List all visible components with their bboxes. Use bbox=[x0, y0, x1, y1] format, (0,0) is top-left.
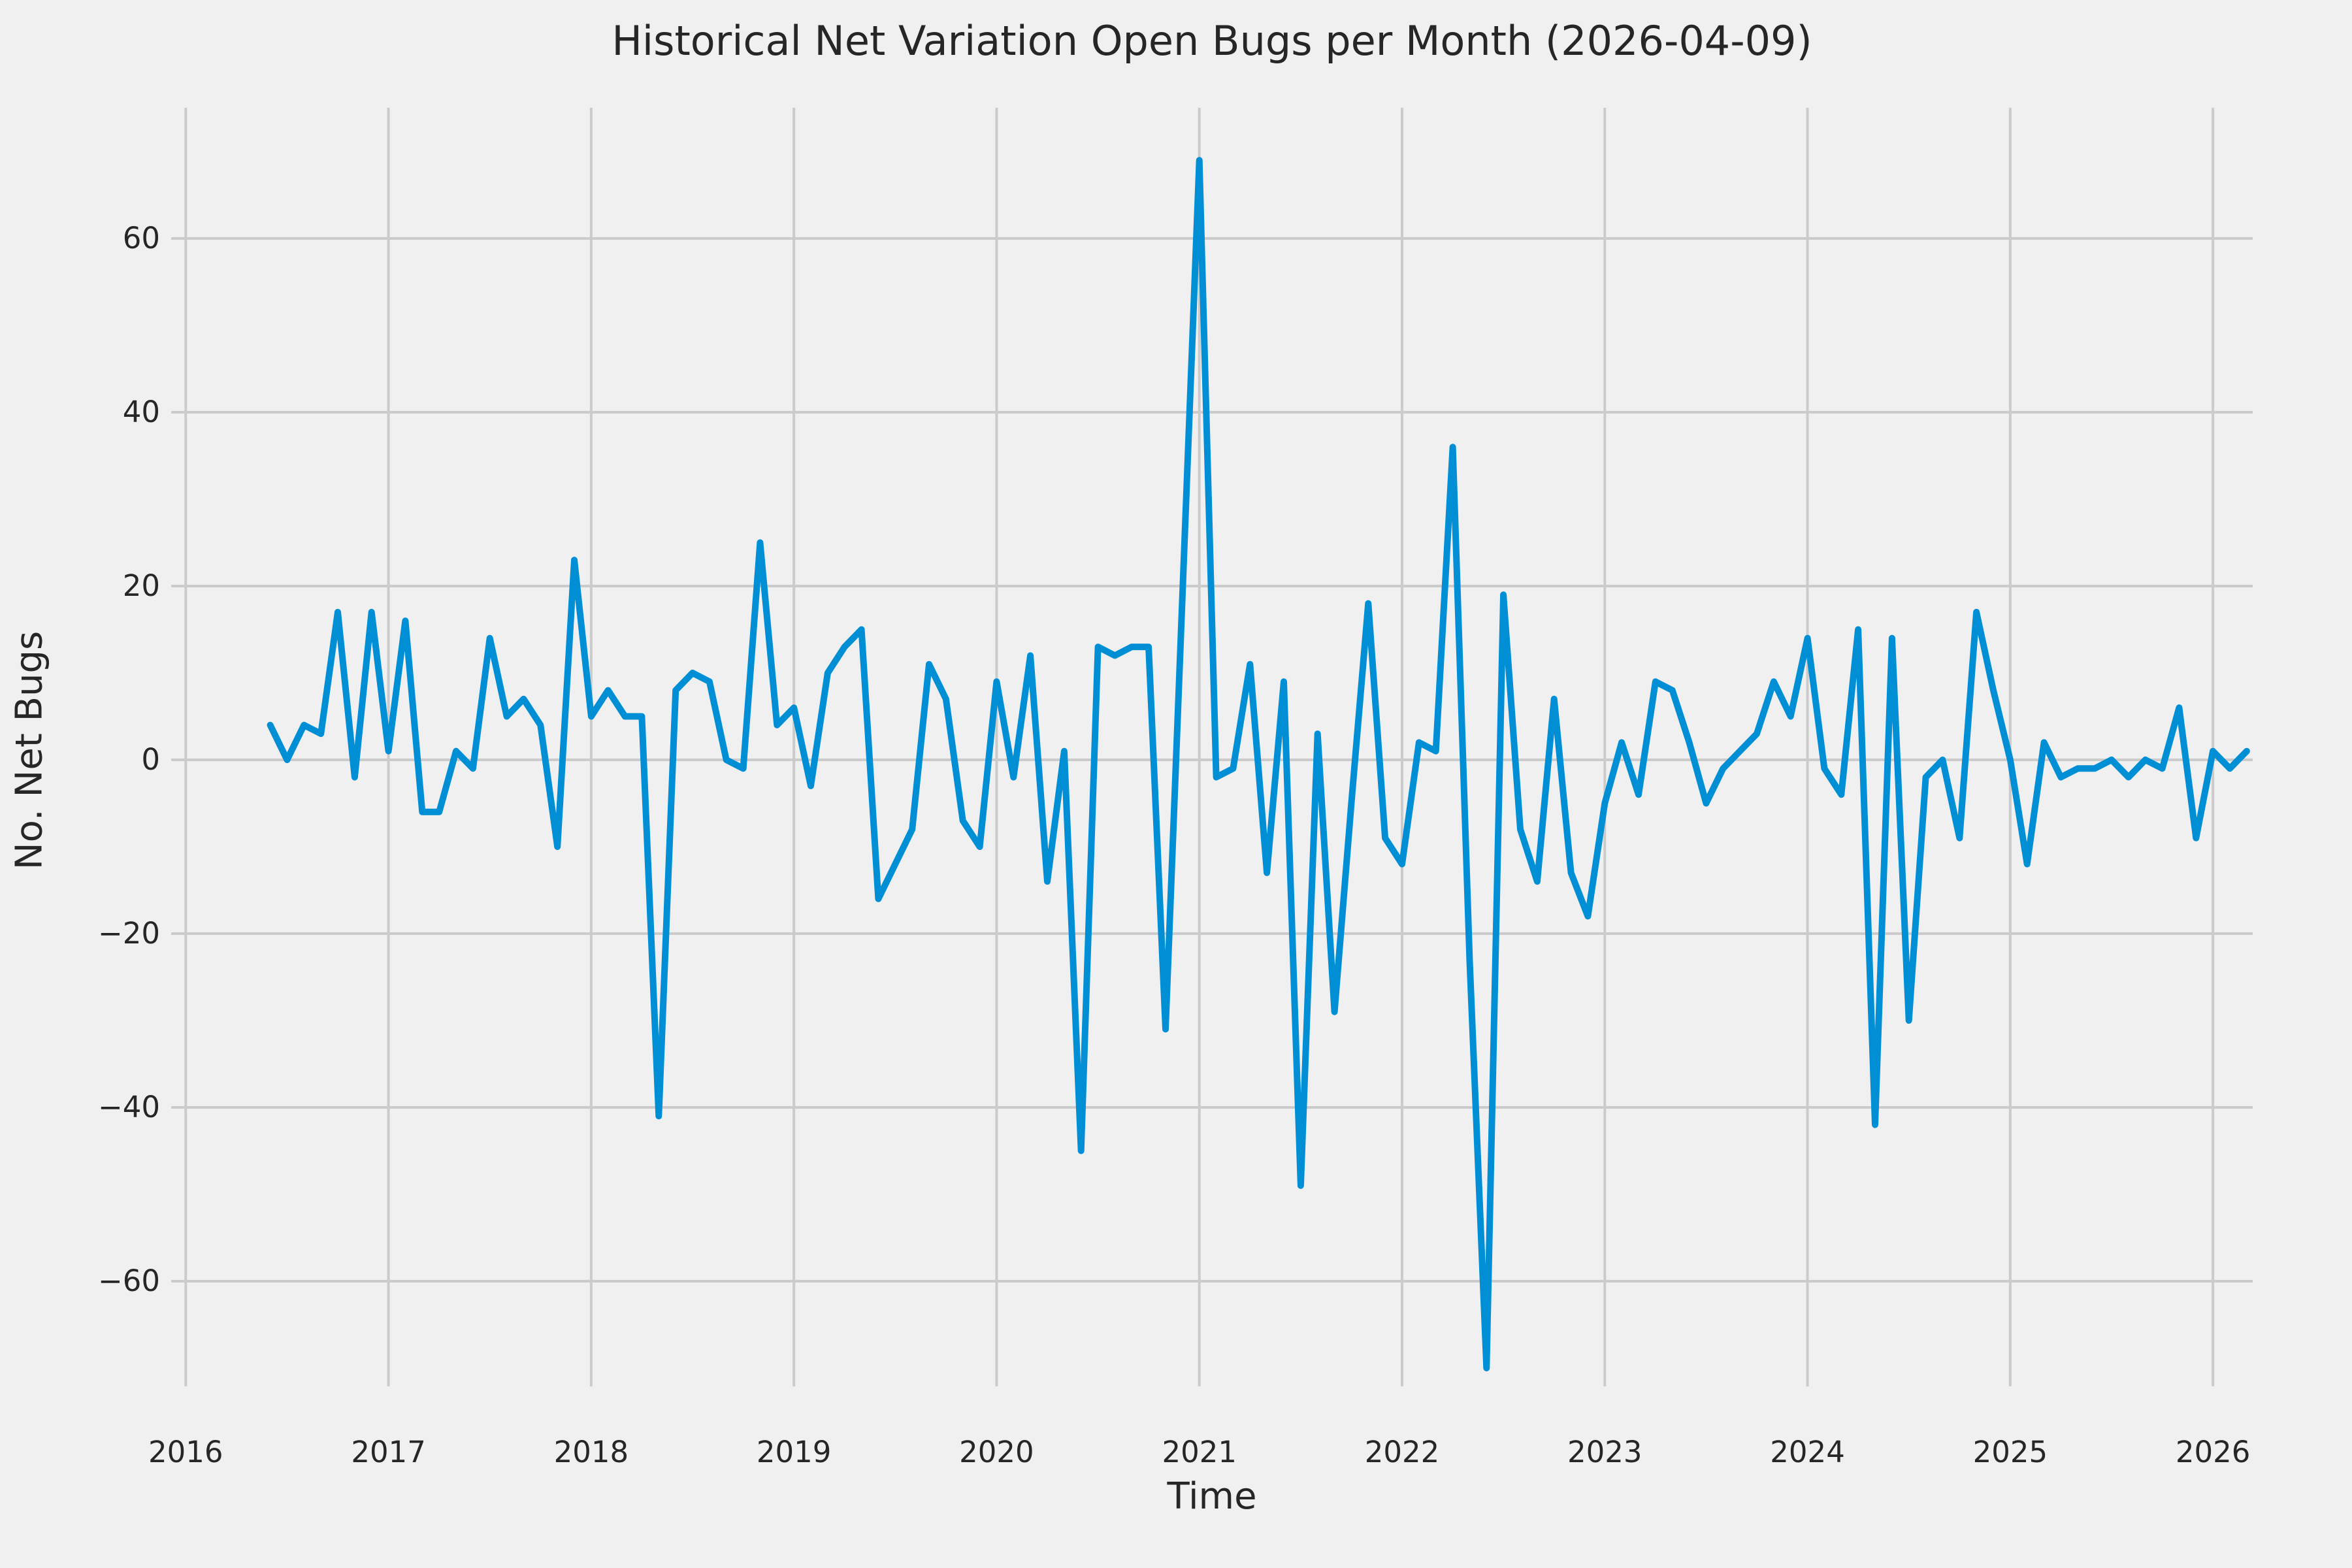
x-tick-label: 2024 bbox=[1770, 1435, 1845, 1469]
x-tick-label: 2025 bbox=[1972, 1435, 2048, 1469]
net-bugs-line bbox=[267, 157, 2250, 1371]
gridlines bbox=[171, 108, 2253, 1386]
x-tick-label: 2023 bbox=[1567, 1435, 1642, 1469]
y-tick-label: 20 bbox=[122, 568, 160, 603]
x-tick-label: 2021 bbox=[1162, 1435, 1237, 1469]
x-tick-label: 2020 bbox=[959, 1435, 1034, 1469]
y-tick-label: −40 bbox=[98, 1090, 160, 1124]
y-tick-label: 60 bbox=[122, 221, 160, 255]
x-tick-label: 2018 bbox=[553, 1435, 629, 1469]
x-axis-label: Time bbox=[1167, 1475, 1257, 1518]
y-tick-label: 40 bbox=[122, 395, 160, 429]
x-tick-label: 2016 bbox=[148, 1435, 223, 1469]
chart-title: Historical Net Variation Open Bugs per M… bbox=[612, 17, 1812, 65]
x-tick-label: 2022 bbox=[1364, 1435, 1440, 1469]
x-tick-label: 2019 bbox=[756, 1435, 832, 1469]
y-axis-label: No. Net Bugs bbox=[8, 630, 51, 870]
data-line-layer bbox=[267, 157, 2250, 1371]
x-tick-label: 2026 bbox=[2175, 1435, 2251, 1469]
y-tick-label: −20 bbox=[98, 916, 160, 951]
x-tick-label: 2017 bbox=[351, 1435, 426, 1469]
y-tick-label: 0 bbox=[141, 742, 160, 777]
y-tick-label: −60 bbox=[98, 1264, 160, 1298]
